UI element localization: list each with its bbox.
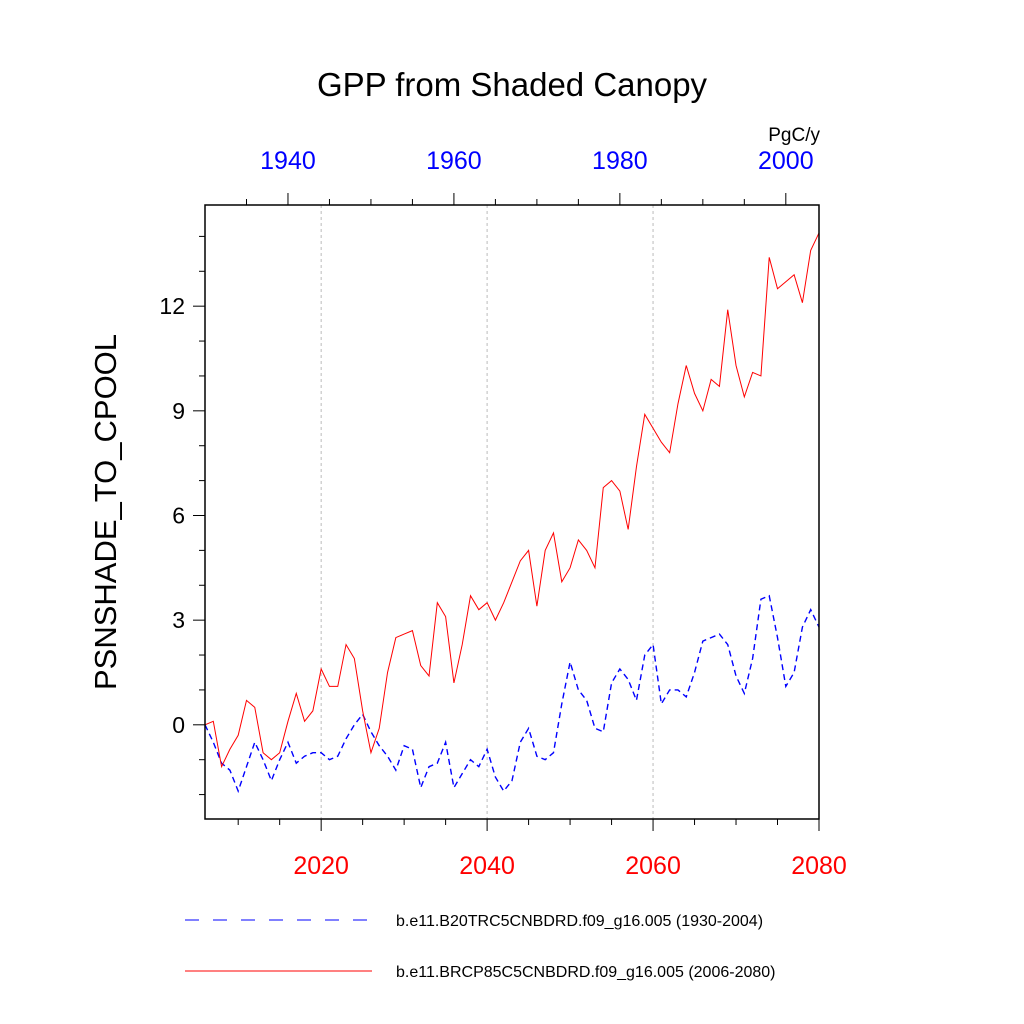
y-tick-label: 3 xyxy=(172,607,185,633)
top-axis-tick-label: 2000 xyxy=(758,147,814,175)
bottom-axis-tick-labels: 2020 2040 2060 2080 xyxy=(293,852,846,880)
legend: b.e11.B20TRC5CNBDRD.f09_g16.005 (1930-20… xyxy=(185,913,775,981)
legend-label-rcp85: b.e11.BRCP85C5CNBDRD.f09_g16.005 (2006-2… xyxy=(396,964,775,981)
series-line-historical xyxy=(204,594,820,794)
bottom-axis-tick-label: 2020 xyxy=(293,852,349,880)
y-tick-labels: 0 3 6 9 12 xyxy=(159,293,185,738)
units-label: PgC/y xyxy=(768,125,820,146)
legend-label-historical: b.e11.B20TRC5CNBDRD.f09_g16.005 (1930-20… xyxy=(396,913,763,930)
tick-layer xyxy=(193,193,820,831)
top-axis-tick-label: 1960 xyxy=(426,147,482,175)
bottom-axis-tick-label: 2080 xyxy=(791,852,847,880)
grid-layer xyxy=(320,205,654,819)
plot-frame xyxy=(204,204,820,820)
chart-title: GPP from Shaded Canopy xyxy=(317,66,708,103)
bottom-axis-tick-label: 2040 xyxy=(459,852,515,880)
y-tick-label: 6 xyxy=(172,502,185,528)
top-axis-tick-label: 1940 xyxy=(260,147,316,175)
y-tick-label: 0 xyxy=(172,712,185,738)
top-axis-tick-label: 1980 xyxy=(592,147,648,175)
top-axis-tick-labels: 1940 1960 1980 2000 xyxy=(260,147,813,175)
bottom-axis-tick-label: 2060 xyxy=(625,852,681,880)
series-layer xyxy=(204,232,820,794)
y-tick-label: 12 xyxy=(159,293,185,319)
y-axis-title: PSNSHADE_TO_CPOOL xyxy=(88,334,123,690)
series-line-rcp85 xyxy=(204,232,820,769)
y-tick-label: 9 xyxy=(172,398,185,424)
